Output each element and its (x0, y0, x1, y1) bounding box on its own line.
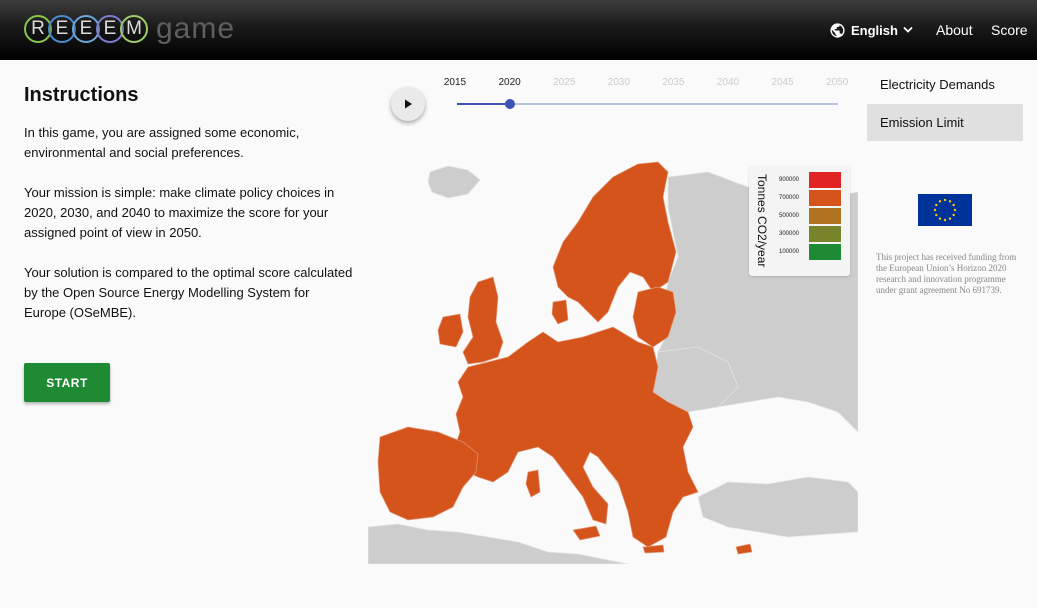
region-sicily (572, 525, 601, 541)
region-north-africa (368, 523, 629, 564)
timeline-year-2050[interactable]: 2050 (826, 77, 849, 88)
europe-map[interactable] (368, 152, 858, 564)
menu-electricity-demands[interactable]: Electricity Demands (880, 77, 995, 92)
instructions-paragraph-1: In this game, you are assigned some econ… (24, 125, 300, 160)
legend-row: 100000 (779, 244, 845, 260)
region-denmark (551, 299, 569, 325)
menu-emission-limit[interactable]: Emission Limit (867, 104, 1023, 141)
region-uk (462, 276, 504, 365)
region-sardinia (525, 469, 541, 498)
timeline-year-2045[interactable]: 2045 (771, 77, 794, 88)
timeline-track[interactable] (457, 103, 838, 105)
legend-value: 500000 (779, 213, 800, 219)
legend-swatch (809, 190, 841, 206)
reeem-logo[interactable]: R E E E M game (24, 9, 235, 49)
logo-word: game (156, 12, 236, 45)
region-turkey (697, 476, 858, 538)
timeline-year-2030[interactable]: 2030 (607, 77, 630, 88)
language-selector[interactable]: English (829, 20, 918, 40)
region-continental-eu (452, 326, 699, 548)
top-navbar: R E E E M game English About Score (0, 0, 1037, 60)
legend-row: 900000 (779, 172, 845, 188)
legend-row: 300000 (779, 226, 845, 242)
legend-value: 300000 (779, 231, 800, 237)
instructions-paragraph-2: Your mission is simple: make climate pol… (24, 185, 335, 240)
play-icon (405, 99, 412, 109)
region-iceland (427, 165, 481, 199)
logo-letter-e2: E (72, 15, 100, 43)
logo-letter-e1: E (48, 15, 76, 43)
timeline-year-2035[interactable]: 2035 (662, 77, 685, 88)
logo-letter-r: R (24, 15, 52, 43)
timeline-year-2020[interactable]: 2020 (498, 77, 521, 88)
eu-stars-icon (933, 198, 957, 222)
legend-swatch (809, 244, 841, 260)
region-ireland (437, 313, 464, 348)
legend-row: 500000 (779, 208, 845, 224)
region-cyprus (735, 543, 753, 555)
instructions-paragraph-3: Your solution is compared to the optimal… (24, 265, 353, 320)
globe-icon (830, 22, 845, 38)
instructions-title: Instructions (24, 84, 139, 106)
timeline-thumb[interactable] (504, 99, 515, 109)
legend-value: 100000 (779, 249, 800, 255)
legend-row: 700000 (779, 190, 845, 206)
language-label: English (851, 22, 898, 38)
legend-swatch (809, 226, 841, 242)
nav-about[interactable]: About (936, 22, 973, 38)
play-button[interactable] (391, 87, 425, 121)
region-iberia (377, 426, 479, 521)
legend-swatch (809, 172, 841, 188)
legend-title: Tonnes CO2/year (755, 174, 769, 268)
region-scandinavia (552, 161, 677, 323)
start-button[interactable]: START (24, 363, 110, 402)
instructions-panel: Instructions In this game, you are assig… (24, 84, 354, 343)
timeline-year-2025[interactable]: 2025 (553, 77, 576, 88)
legend-swatch (809, 208, 841, 224)
legend-value: 900000 (779, 177, 800, 183)
funding-notice: This project has received funding from t… (876, 252, 1017, 295)
timeline-progress (457, 103, 510, 105)
timeline-year-2015[interactable]: 2015 (443, 77, 467, 88)
legend-value: 700000 (779, 195, 800, 201)
region-baltics (632, 286, 677, 348)
map-legend: Tonnes CO2/year 900000 700000 500000 300… (749, 166, 850, 276)
timeline-year-2040[interactable]: 2040 (716, 77, 740, 88)
nav-score[interactable]: Score (991, 22, 1028, 38)
chevron-down-icon (903, 26, 913, 33)
europe-map-svg (368, 161, 858, 564)
eu-flag-logo (918, 194, 972, 226)
region-crete (642, 544, 665, 554)
logo-letter-m: M (120, 15, 148, 43)
